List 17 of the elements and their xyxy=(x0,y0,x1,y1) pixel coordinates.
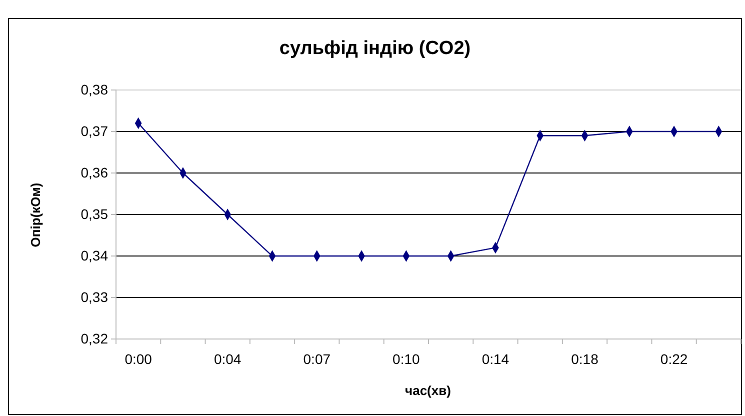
x-tick-label: 0:04 xyxy=(214,351,242,367)
y-tick-label: 0,37 xyxy=(80,122,108,139)
chart-title: сульфід індію (CO2) xyxy=(279,38,471,59)
x-tick-label: 0:00 xyxy=(124,351,152,367)
y-tick-label: 0,38 xyxy=(80,81,108,98)
y-tick-label: 0,32 xyxy=(80,330,108,346)
x-tick-label: 0:22 xyxy=(660,351,688,367)
y-tick-label: 0,34 xyxy=(80,247,108,264)
x-axis-title: час(хв) xyxy=(405,383,451,398)
x-tick-label: 0:10 xyxy=(392,351,420,367)
x-tick-label: 0:07 xyxy=(303,351,331,367)
y-tick-label: 0,33 xyxy=(80,288,108,305)
y-axis-title: Опір(кОм) xyxy=(28,182,43,248)
y-tick-label: 0,35 xyxy=(80,206,108,222)
y-tick-label: 0,36 xyxy=(80,164,108,180)
x-tick-label: 0:14 xyxy=(482,351,510,367)
x-tick-label: 0:18 xyxy=(571,351,599,367)
